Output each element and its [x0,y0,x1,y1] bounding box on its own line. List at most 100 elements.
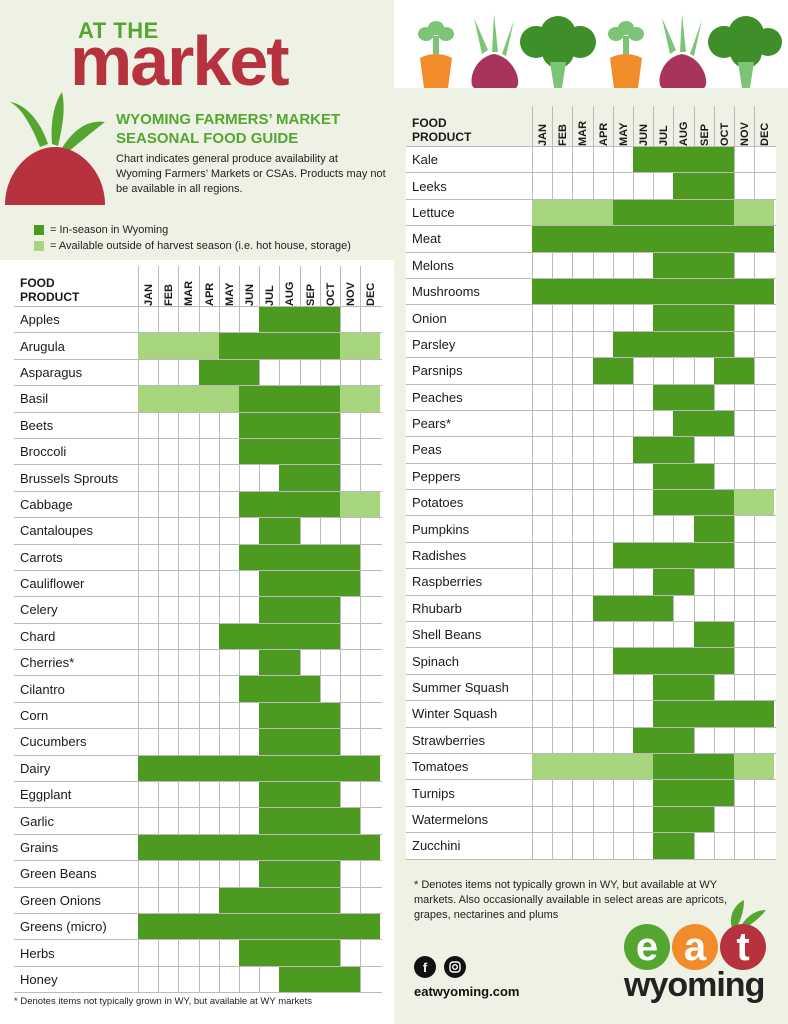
cell-empty [299,650,320,676]
month-header: JUL [259,266,279,306]
facebook-icon[interactable]: f [414,956,436,978]
month-header: JAN [532,106,552,146]
cell-in-season [279,465,300,491]
cell-in-season [673,753,694,780]
cell-empty [572,252,592,278]
product-name: Cantaloupes [20,523,93,539]
cell-empty [238,465,259,491]
product-name: Grains [20,840,59,855]
website-link[interactable]: eatwyoming.com [414,984,520,999]
month-header: MAY [218,266,239,306]
cell-empty [339,359,360,386]
product-name: Green Onions [20,892,101,908]
cell-in-season [299,623,320,650]
table-row: Raspberries [406,568,776,595]
cell-empty [158,650,178,676]
table-row: Winter Squash [406,700,776,727]
footnote-right: * Denotes items not typically grown in W… [414,879,728,921]
product-name: Winter Squash [412,706,498,722]
cell-in-season [178,913,199,940]
cell-empty [733,410,754,437]
cell-empty [198,808,219,834]
cell-in-season [299,544,320,570]
cell-empty [339,623,360,650]
cell-empty [259,966,279,993]
cell-empty [178,729,198,755]
cell-outside-season [198,333,219,359]
cell-empty [138,570,158,597]
cell-empty [612,569,633,595]
cell-empty [552,727,572,753]
cell-empty [572,305,592,331]
table-row: Spinach [406,647,776,674]
cell-outside-season [360,386,381,412]
cell-empty [733,252,754,278]
month-header: JUN [632,106,653,146]
table-header: FOOD PRODUCT JAN FEB MAR APR MAY JUN JUL AUG SEP OC… [406,106,776,146]
cell-empty [218,676,239,702]
cell-empty [138,940,158,966]
cell-in-season [673,199,694,226]
cell-empty [198,412,219,438]
cell-empty [158,491,178,518]
table-row: Celery [14,596,382,623]
table-row: Garlic [14,807,382,834]
cell-in-season [552,278,573,305]
cell-empty [238,782,259,808]
cell-empty [138,808,158,834]
cell-empty [360,623,380,650]
cell-empty [339,650,360,676]
cell-empty [713,595,734,622]
cell-empty [612,806,633,833]
cell-empty [158,359,178,386]
cell-empty [552,622,572,648]
cell-in-season [279,808,300,834]
cell-empty [238,307,259,333]
product-name: Spinach [412,653,459,669]
cell-empty [572,780,592,806]
cell-empty [592,173,613,199]
cell-empty [218,438,239,465]
cell-in-season [198,359,219,386]
cell-empty [178,307,198,333]
cell-in-season [238,913,260,940]
cell-empty [532,384,552,410]
cell-in-season [713,226,734,252]
cell-in-season [339,755,361,782]
cell-in-season [713,780,734,806]
cell-empty [572,358,592,384]
table-row: Zucchini [406,832,776,859]
product-name: Potatoes [412,495,464,511]
cell-in-season [279,597,300,623]
cell-empty [532,173,552,199]
cell-in-season [299,729,320,755]
cell-empty [158,570,178,597]
product-header-line2: PRODUCT [412,130,472,144]
cell-empty [733,463,754,490]
cell-in-season [299,808,320,834]
cell-in-season [299,940,320,966]
product-name: Asparagus [20,364,83,380]
instagram-icon[interactable] [444,956,466,978]
table-header: FOOD PRODUCT JAN FEB MAR APR MAY JUN JUL AUG SEP OC… [14,266,382,306]
cell-empty [158,307,178,333]
cell-outside-season [572,199,593,226]
cell-in-season [218,755,239,782]
product-header-line2: PRODUCT [20,290,80,304]
cell-empty [532,648,552,674]
cell-in-season [138,755,159,782]
month-label: FEB [163,284,176,306]
cell-outside-season [733,199,755,226]
cell-in-season [693,701,714,727]
month-header: NOV [339,266,360,306]
cell-in-season [279,966,300,993]
cell-in-season [673,147,694,173]
month-label: JAN [537,123,549,146]
logo-letter-t: t [720,924,766,970]
product-name: Raspberries [412,574,483,590]
cell-empty [218,650,239,676]
cell-empty [632,780,653,806]
product-name: Cilantro [20,681,65,697]
cell-empty [592,384,613,410]
table-row: Apples [14,306,382,333]
